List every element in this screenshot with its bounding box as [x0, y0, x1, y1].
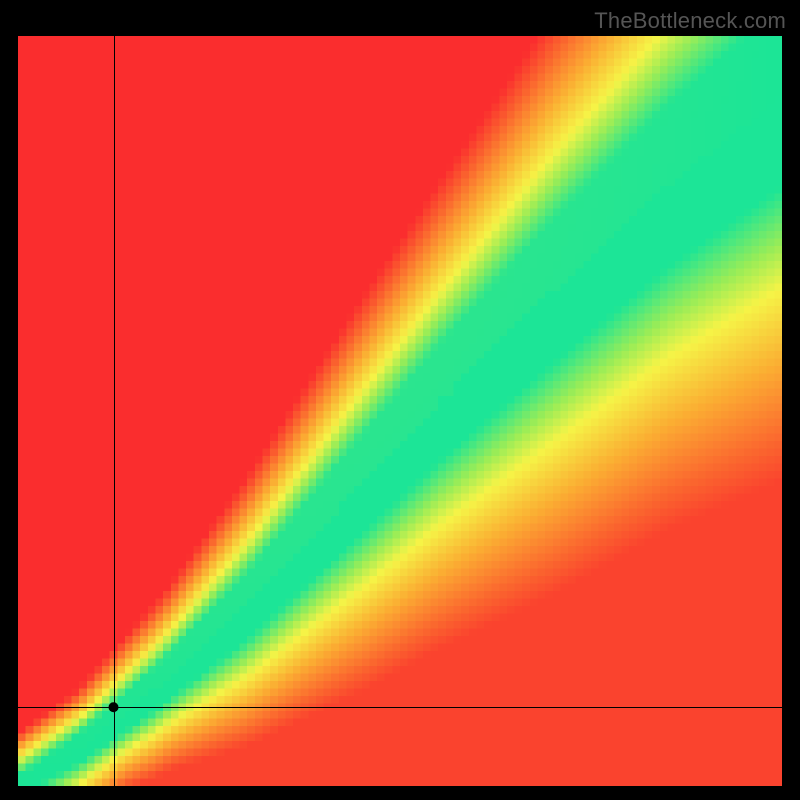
frame-bottom	[0, 786, 800, 800]
crosshair-overlay	[18, 36, 782, 786]
chart-container: TheBottleneck.com	[0, 0, 800, 800]
watermark-text: TheBottleneck.com	[594, 8, 786, 34]
frame-right	[782, 0, 800, 800]
frame-left	[0, 0, 18, 800]
